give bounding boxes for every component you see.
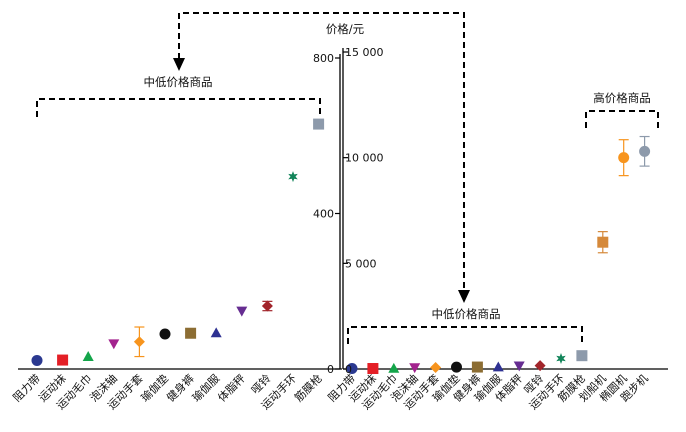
left-point	[133, 336, 145, 348]
left-y-tick-label: 400	[313, 208, 334, 221]
right-y-tick-label: 0	[345, 363, 352, 376]
left-category-label: 瑜伽垫	[138, 371, 171, 404]
left-point	[313, 118, 325, 130]
right-y-tick-label: 10 000	[345, 152, 384, 165]
right-high-group-label: 高价格商品	[593, 91, 651, 105]
right-point	[471, 361, 483, 373]
right-point	[492, 361, 504, 372]
left-category-label: 瑜伽服	[189, 371, 222, 404]
right-point	[346, 363, 358, 375]
right-point	[388, 362, 400, 373]
right-point	[430, 362, 442, 374]
right-high-bracket	[585, 110, 659, 128]
left-point	[31, 354, 43, 366]
left-point	[82, 351, 94, 361]
right-point	[576, 350, 588, 362]
axes	[18, 48, 668, 370]
left-point	[236, 306, 248, 317]
left-point	[261, 300, 273, 312]
right-low-bracket	[347, 326, 583, 344]
left-point	[288, 171, 298, 183]
right-point	[597, 236, 609, 248]
left-group-bracket	[36, 98, 321, 117]
right-point	[367, 363, 379, 375]
connector-arrowhead-left	[173, 58, 185, 71]
y-axis-unit-label: 价格/元	[326, 22, 365, 36]
left-category-label: 筋膜枪	[291, 371, 324, 404]
right-y-tick-label: 5 000	[345, 257, 377, 270]
connector-arrowhead-right	[458, 290, 470, 303]
right-point	[409, 363, 421, 374]
chart-marks	[31, 118, 651, 375]
right-point	[513, 361, 525, 372]
left-y-tick-label: 0	[327, 363, 334, 376]
right-low-group-label: 中低价格商品	[432, 307, 501, 321]
right-y-tick-label: 15 000	[345, 46, 384, 59]
left-point	[185, 327, 197, 339]
group-brackets	[36, 12, 659, 344]
left-category-label: 体脂秤	[215, 371, 248, 404]
left-y-tick-label: 800	[313, 52, 334, 65]
left-point	[57, 354, 69, 366]
left-category-label: 阻力带	[11, 372, 44, 405]
right-point	[618, 152, 630, 164]
connector-arrow-line	[178, 12, 465, 290]
left-point	[108, 339, 120, 350]
right-point	[534, 360, 546, 372]
left-category-label: 健身裤	[163, 371, 196, 404]
right-point	[556, 353, 566, 365]
left-point	[159, 328, 171, 340]
right-point	[639, 145, 651, 157]
left-point	[210, 327, 222, 338]
left-group-label: 中低价格商品	[144, 75, 213, 89]
right-point	[451, 361, 462, 373]
